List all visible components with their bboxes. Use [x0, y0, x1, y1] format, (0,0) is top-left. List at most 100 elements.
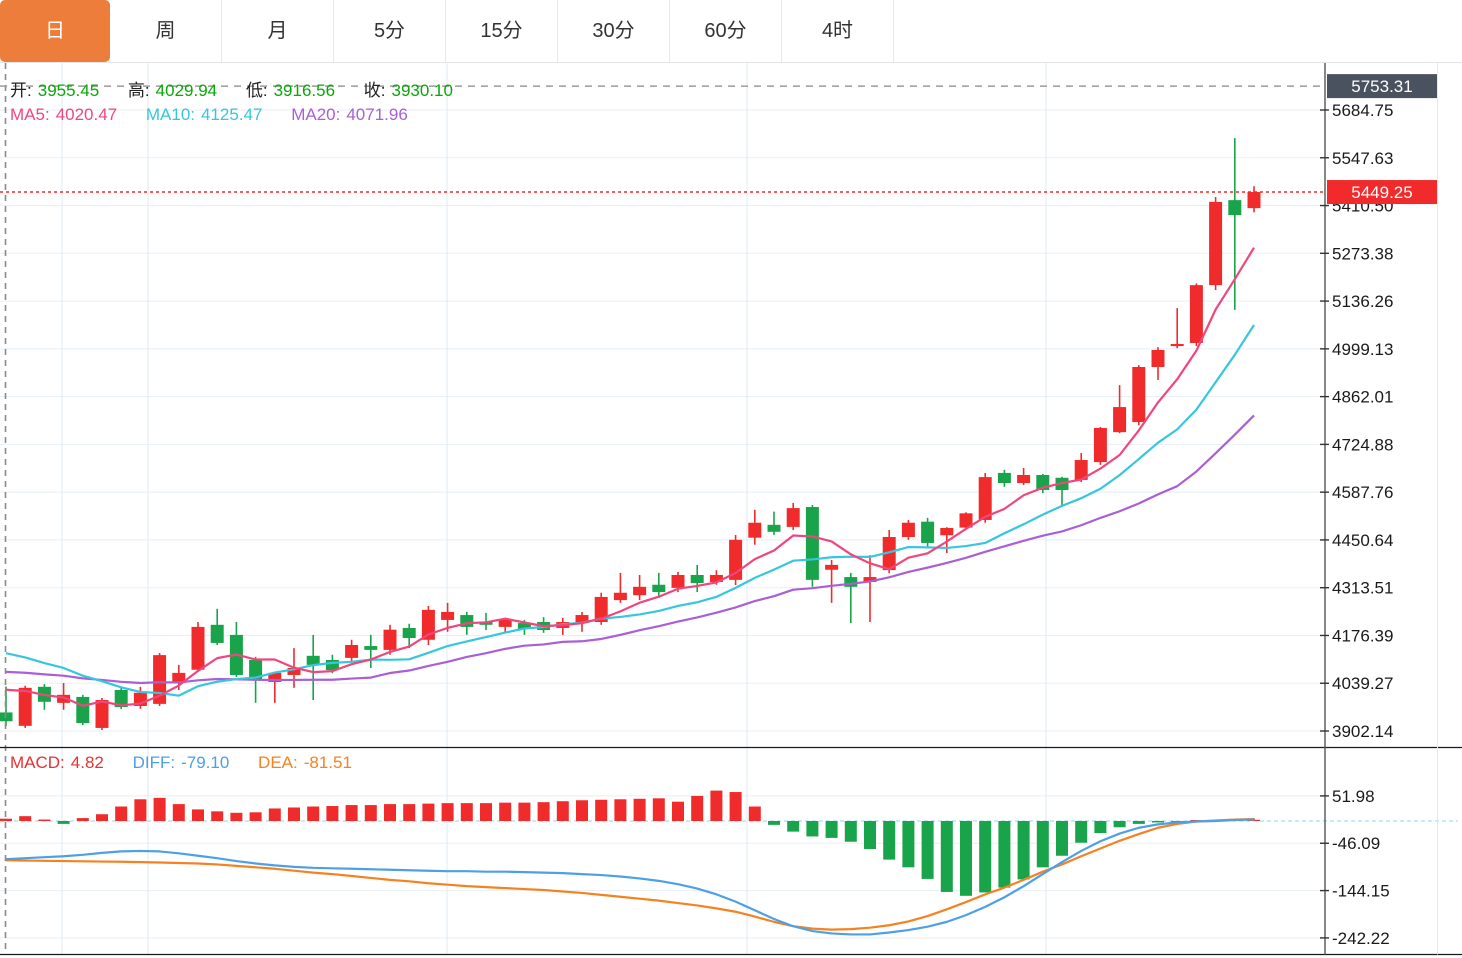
candle-body [57, 694, 71, 703]
candle-body [306, 655, 320, 665]
macd-histogram-bar [672, 801, 684, 821]
macd-histogram-bar [902, 821, 915, 868]
macd-histogram-bar [115, 806, 128, 821]
macd-histogram-bar [864, 821, 876, 849]
macd-histogram-bar [19, 816, 32, 821]
macd-histogram-bar [748, 806, 761, 821]
tab-month[interactable]: 月 [222, 0, 334, 62]
macd-histogram-bar [768, 821, 780, 825]
candle-body [1132, 367, 1146, 423]
macd-histogram-bar [345, 805, 358, 821]
candle-body [249, 659, 263, 680]
macd-histogram-bar [691, 795, 704, 821]
price-axis-label: 4587.76 [1332, 483, 1393, 502]
candle-body [76, 696, 90, 724]
tab-30min[interactable]: 30分 [558, 0, 670, 62]
macd-value: 4.82 [70, 753, 104, 772]
price-axis-label: 4724.88 [1332, 435, 1393, 454]
macd-histogram-bar [441, 803, 454, 821]
price-axis-label: 3902.14 [1332, 722, 1393, 741]
candle-body [402, 627, 416, 639]
price-axis-label: 4999.13 [1332, 340, 1393, 359]
candle-body [172, 672, 186, 683]
macd-histogram-bar [806, 821, 819, 837]
macd-histogram-bar [1075, 821, 1088, 843]
dea-label: DEA: [258, 753, 298, 772]
candle-body [805, 507, 819, 580]
ohlc-info-row: 开: 3955.45 高: 4029.94 低: 3916.56 收: 3930.10 [10, 76, 459, 101]
candle-body [1074, 460, 1088, 480]
macd-histogram-bar [249, 812, 262, 821]
ma10-label: MA10: [145, 105, 196, 124]
diff-value: -79.10 [181, 753, 230, 772]
candle-body [997, 472, 1011, 484]
candle-body [652, 584, 666, 593]
macd-histogram-bar [384, 804, 396, 821]
candle-body [613, 592, 627, 601]
candle-body [268, 672, 282, 682]
tab-week[interactable]: 周 [110, 0, 222, 62]
candle-body [479, 622, 493, 625]
candle-body [210, 624, 224, 643]
diff-label: DIFF: [132, 753, 176, 772]
tab-15min[interactable]: 15分 [446, 0, 558, 62]
candle-body [709, 574, 723, 582]
macd-histogram-bar [556, 801, 569, 821]
candle-body [1017, 475, 1031, 484]
macd-histogram-bar [825, 821, 838, 838]
open-value: 3955.45 [37, 81, 100, 100]
ma-info-row: MA5: 4020.47 MA10: 4125.47 MA20: 4071.96 [10, 105, 414, 125]
candle-body [1189, 285, 1203, 343]
macd-histogram-bar [307, 806, 320, 821]
macd-histogram-bar [57, 821, 70, 824]
macd-info-row: MACD: 4.82 DIFF: -79.10 DEA: -81.51 [10, 753, 358, 773]
macd-histogram-bar [480, 803, 492, 821]
macd-histogram-bar [998, 821, 1011, 888]
candle-body [690, 574, 704, 583]
candle-body [1151, 349, 1165, 368]
candle-body [901, 522, 915, 538]
candle-body [921, 521, 935, 543]
ma5-label: MA5: [10, 105, 50, 124]
high-label: 高: [127, 81, 150, 100]
tab-day[interactable]: 日 [0, 0, 110, 62]
ma5-value: 4020.47 [55, 105, 118, 124]
candle-body [748, 522, 762, 538]
candle-body [18, 687, 32, 726]
tab-4hour[interactable]: 4时 [782, 0, 894, 62]
tab-60min[interactable]: 60分 [670, 0, 782, 62]
price-axis-label: 4176.39 [1332, 626, 1393, 645]
macd-axis-label: 51.98 [1332, 787, 1375, 806]
candle-body [594, 596, 608, 623]
price-axis-label: 5684.75 [1332, 101, 1393, 120]
candle-body [325, 659, 339, 671]
macd-histogram-bar [633, 798, 646, 821]
timeframe-tabbar: 日周月 5分 15分 30分 60分 4时 [0, 0, 1462, 63]
ma20-value: 4071.96 [346, 105, 408, 124]
macd-histogram-bar [844, 821, 857, 842]
crosshair-price-badge-bg [1327, 74, 1437, 99]
macd-histogram-bar [422, 803, 435, 821]
macd-histogram-bar [537, 802, 550, 821]
macd-histogram-bar [1094, 821, 1107, 834]
candle-body [786, 508, 800, 527]
macd-axis-label: -46.09 [1332, 834, 1380, 853]
macd-histogram-bar [883, 821, 896, 860]
candle-body [1247, 192, 1261, 209]
dea-value: -81.51 [303, 753, 352, 772]
macd-histogram-bar [960, 821, 972, 896]
close-value: 3930.10 [391, 81, 453, 100]
macd-axis-label: -144.15 [1332, 882, 1390, 901]
candle-body [844, 577, 858, 587]
macd-histogram-bar [460, 803, 473, 821]
ma20-line [5, 414, 1255, 685]
macd-histogram-bar [1017, 821, 1030, 880]
price-axis-label: 4313.51 [1332, 579, 1393, 598]
macd-histogram-bar [652, 798, 665, 821]
candle-body [825, 564, 839, 570]
tab-5min[interactable]: 5分 [334, 0, 446, 62]
dea-line [4, 817, 1256, 931]
macd-histogram-bar [729, 792, 742, 821]
high-value: 4029.94 [155, 81, 218, 100]
candle-body [1093, 427, 1107, 463]
